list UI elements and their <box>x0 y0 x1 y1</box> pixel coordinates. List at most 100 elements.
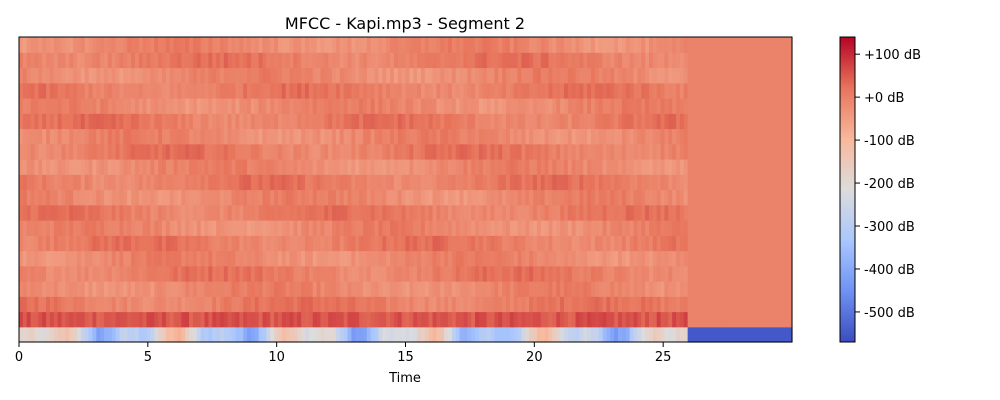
heatmap-cell <box>784 67 789 84</box>
heatmap-cell <box>84 113 90 130</box>
heatmap-cell <box>683 159 689 175</box>
heatmap-cell <box>652 220 658 236</box>
heatmap-cell <box>332 250 337 267</box>
heatmap-cell <box>498 265 503 282</box>
heatmap-cell <box>308 98 314 114</box>
heatmap-cell <box>57 67 63 84</box>
heatmap-cell <box>88 265 94 282</box>
heatmap-cell <box>204 189 209 206</box>
heatmap-cell <box>598 128 604 145</box>
heatmap-cell <box>277 159 283 175</box>
heatmap-cell <box>30 326 36 343</box>
heatmap-cell <box>436 37 441 53</box>
heatmap-cell <box>409 143 414 160</box>
heatmap-cell <box>177 113 182 130</box>
heatmap-cell <box>69 113 74 130</box>
heatmap-cell <box>382 174 387 191</box>
heatmap-cell <box>417 204 422 221</box>
heatmap-cell <box>88 220 94 236</box>
heatmap-cell <box>641 204 646 221</box>
heatmap-cell <box>722 67 727 84</box>
heatmap-cell <box>753 220 758 236</box>
heatmap-cell <box>730 296 735 313</box>
heatmap-cell <box>208 235 213 252</box>
heatmap-cell <box>687 189 693 206</box>
heatmap-cell <box>293 265 298 282</box>
heatmap-cell <box>548 220 553 236</box>
heatmap-cell <box>749 159 754 175</box>
heatmap-cell <box>776 250 781 267</box>
heatmap-cell <box>753 37 758 53</box>
heatmap-cell <box>618 52 623 69</box>
heatmap-cell <box>533 326 538 343</box>
heatmap-cell <box>173 82 179 99</box>
heatmap-cell <box>621 113 627 130</box>
heatmap-cell <box>533 143 538 160</box>
heatmap-cell <box>250 220 256 236</box>
heatmap-cell <box>386 143 391 160</box>
heatmap-cell <box>204 128 209 145</box>
heatmap-cell <box>579 311 584 328</box>
heatmap-cell <box>571 220 577 236</box>
heatmap-cell <box>57 113 63 130</box>
heatmap-cell <box>138 296 144 313</box>
heatmap-cell <box>235 296 240 313</box>
heatmap-cell <box>227 113 233 130</box>
heatmap-cell <box>247 159 252 175</box>
heatmap-cell <box>158 265 163 282</box>
heatmap-cell <box>359 143 364 160</box>
heatmap-cell <box>734 250 739 267</box>
heatmap-cell <box>308 159 314 175</box>
heatmap-cell <box>138 220 144 236</box>
heatmap-cell <box>598 174 604 191</box>
heatmap-cell <box>571 128 577 145</box>
heatmap-cell <box>281 311 287 328</box>
heatmap-cell <box>123 189 128 206</box>
heatmap-cell <box>579 143 584 160</box>
heatmap-cell <box>154 265 159 282</box>
heatmap-cell <box>397 128 403 145</box>
heatmap-cell <box>772 82 778 99</box>
heatmap-cell <box>730 326 735 343</box>
heatmap-cell <box>208 326 213 343</box>
heatmap-cell <box>448 311 453 328</box>
heatmap-cell <box>88 113 94 130</box>
heatmap-cell <box>428 220 434 236</box>
heatmap-cell <box>204 98 209 114</box>
heatmap-cell <box>107 143 113 160</box>
heatmap-cell <box>38 67 43 84</box>
heatmap-cell <box>649 326 654 343</box>
heatmap-cell <box>575 128 581 145</box>
heatmap-cell <box>649 37 654 53</box>
heatmap-cell <box>401 113 407 130</box>
heatmap-cell <box>177 159 182 175</box>
heatmap-cell <box>428 67 434 84</box>
heatmap-cell <box>413 82 418 99</box>
heatmap-cell <box>362 174 368 191</box>
heatmap-cell <box>138 52 144 69</box>
heatmap-cell <box>370 235 376 252</box>
heatmap-cell <box>293 67 298 84</box>
heatmap-cell <box>737 159 743 175</box>
heatmap-cell <box>96 296 101 313</box>
heatmap-cell <box>420 113 426 130</box>
heatmap-cell <box>536 113 542 130</box>
heatmap-cell <box>316 98 322 114</box>
heatmap-cell <box>316 189 322 206</box>
x-tick-label: 10 <box>268 350 285 365</box>
heatmap-cell <box>189 67 194 84</box>
heatmap-cell <box>660 52 666 69</box>
heatmap-cell <box>208 82 213 99</box>
heatmap-cell <box>308 326 314 343</box>
heatmap-cell <box>517 113 523 130</box>
heatmap-cell <box>320 98 325 114</box>
heatmap-cell <box>57 174 63 191</box>
heatmap-cell <box>250 250 256 267</box>
heatmap-cell <box>92 189 97 206</box>
heatmap-cell <box>274 67 279 84</box>
heatmap-cell <box>73 281 78 297</box>
heatmap-cell <box>548 265 553 282</box>
heatmap-cell <box>567 204 573 221</box>
heatmap-cell <box>788 250 793 267</box>
heatmap-cell <box>741 174 747 191</box>
